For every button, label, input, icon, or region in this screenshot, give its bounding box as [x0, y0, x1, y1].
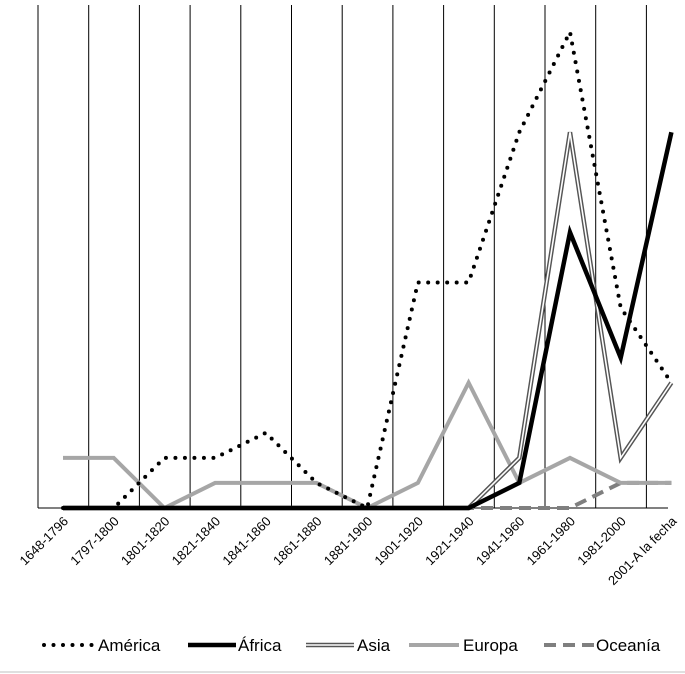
- x-tick-label: 1881-1900: [321, 514, 376, 569]
- x-tick-labels: 1648-17961797-18001801-18201821-18401841…: [17, 513, 681, 588]
- x-tick-label: 1901-1920: [371, 514, 426, 569]
- legend-label: África: [238, 636, 282, 655]
- legend-label: América: [98, 636, 161, 655]
- x-tick-label: 1648-1796: [17, 514, 72, 569]
- legend-label: Europa: [463, 636, 518, 655]
- x-tick-label: 1821-1840: [169, 514, 224, 569]
- series-line-asia: [63, 131, 674, 511]
- x-tick-label: 1961-1980: [524, 514, 579, 569]
- legend: América África Asia Europa Oceanía: [42, 636, 661, 655]
- x-tick-label: 1841-1860: [219, 514, 274, 569]
- x-tick-label: 1981-2000: [574, 514, 629, 569]
- x-tick-label: 1921-1940: [422, 514, 477, 569]
- x-tick-label: 1941-1960: [473, 514, 528, 569]
- x-tick-label: 1861-1880: [270, 514, 325, 569]
- series-line-america: [61, 25, 674, 511]
- legend-label: Oceanía: [596, 636, 661, 655]
- series-line-europa: [63, 378, 672, 511]
- series-line-africa: [63, 131, 674, 511]
- vertical-gridlines: [37, 5, 647, 508]
- x-tick-label: 1797-1800: [67, 514, 122, 569]
- series-lines: [61, 25, 674, 511]
- legend-label: Asia: [357, 636, 391, 655]
- x-tick-label: 1801-1820: [118, 514, 173, 569]
